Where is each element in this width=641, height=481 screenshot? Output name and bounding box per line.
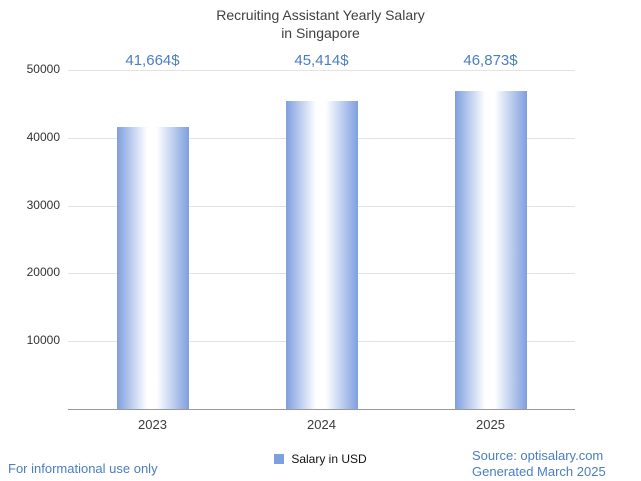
footer-disclaimer: For informational use only — [8, 461, 158, 476]
x-axis-tick-label: 2024 — [307, 417, 336, 432]
y-axis-tick-label: 50000 — [26, 62, 60, 76]
bar-value-label: 41,664$ — [125, 52, 180, 69]
bar-2023 — [116, 126, 189, 409]
footer-attribution: Source: optisalary.com Generated March 2… — [472, 448, 606, 480]
y-axis-tick-label: 30000 — [26, 197, 60, 212]
bar-value-label: 45,414$ — [294, 52, 349, 69]
chart-title-line-1: Recruiting Assistant Yearly Salary — [216, 7, 425, 23]
bar-2025 — [454, 91, 527, 409]
footer-generated: Generated March 2025 — [472, 464, 606, 479]
page-title: Recruiting Assistant Yearly Salary in Si… — [0, 6, 641, 42]
legend-label: Salary in USD — [291, 452, 367, 466]
x-axis-tick-label: 2023 — [138, 417, 167, 432]
footer-source: Source: optisalary.com — [472, 448, 604, 463]
y-axis-tick-label: 40000 — [26, 129, 60, 144]
legend: Salary in USD — [0, 452, 641, 466]
y-axis-tick-label: 20000 — [26, 265, 60, 280]
bar-value-label: 46,873$ — [463, 52, 518, 69]
bar-2024 — [285, 101, 358, 409]
legend-swatch-icon — [274, 454, 285, 464]
y-axis-tick-label: 10000 — [26, 333, 60, 348]
chart-title-line-2: in Singapore — [281, 25, 360, 41]
gridline — [68, 70, 575, 71]
x-axis-tick-label: 2025 — [476, 417, 505, 432]
plot-area: 10000 20000 30000 40000 50000 41,664$ 2023 45,4… — [27, 52, 575, 432]
